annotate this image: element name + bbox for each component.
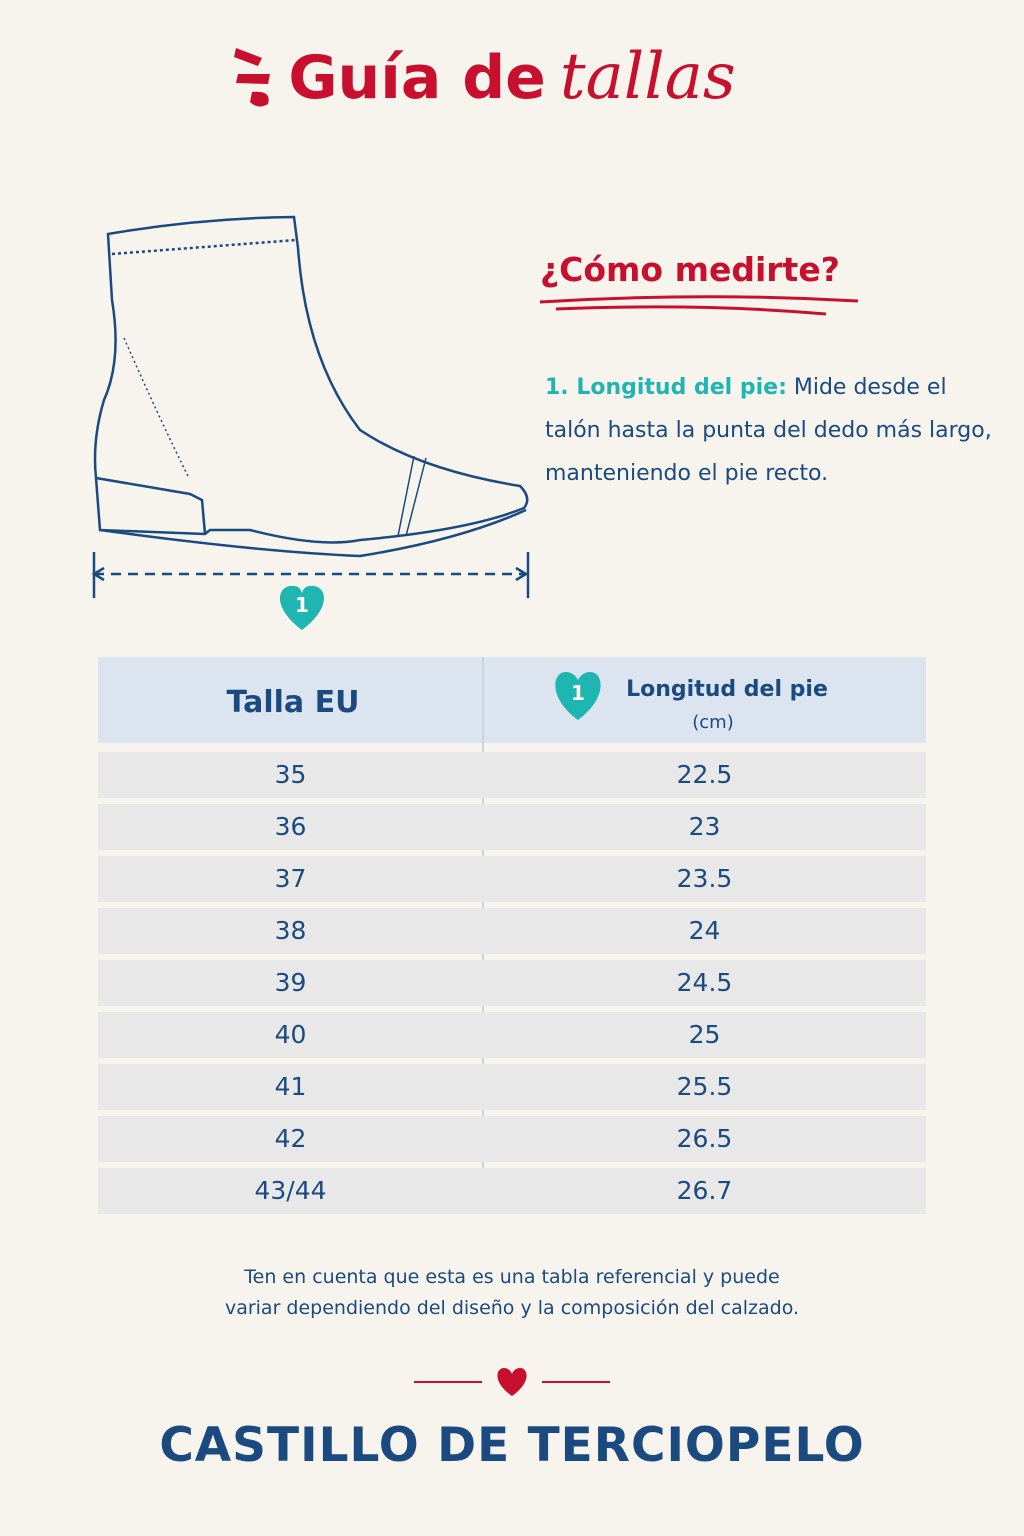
underline bbox=[539, 295, 859, 316]
header-length: Longitud del pie bbox=[626, 677, 828, 702]
table-cell: 25.5 bbox=[676, 1072, 733, 1101]
table-row bbox=[98, 960, 926, 1006]
table-cell: 41 bbox=[274, 1072, 307, 1101]
table-cell: 22.5 bbox=[676, 760, 733, 789]
table-cell: 42 bbox=[274, 1124, 307, 1153]
marker-text: 1 bbox=[295, 593, 309, 617]
note-line: variar dependiendo del diseño y la compo… bbox=[224, 1297, 800, 1319]
table-cell: 25 bbox=[688, 1020, 721, 1049]
table-cell: 26.5 bbox=[676, 1124, 733, 1153]
title: Guía de tallas bbox=[0, 40, 1024, 114]
table-row bbox=[98, 1168, 926, 1214]
boot-drawing bbox=[91, 215, 530, 598]
table-row bbox=[98, 908, 926, 954]
table-cell: 43/44 bbox=[254, 1176, 327, 1205]
marker-text: 1 bbox=[571, 681, 585, 705]
table-cell: 24 bbox=[688, 916, 721, 945]
brand: CASTILLO DE TERCIOPELO bbox=[159, 1418, 865, 1473]
table-cell: 38 bbox=[274, 916, 307, 945]
note: Ten en cuenta que esta es una tabla refe… bbox=[0, 1262, 1024, 1324]
table-cell: 40 bbox=[274, 1020, 307, 1049]
step-text: Mide desde el talón hasta la punta del d… bbox=[545, 375, 992, 486]
header-unit: (cm) bbox=[692, 712, 733, 733]
table-header-bg bbox=[98, 657, 926, 743]
table-row bbox=[98, 1116, 926, 1162]
table-row bbox=[98, 856, 926, 902]
table-cell: 23.5 bbox=[676, 864, 733, 893]
heart-marker bbox=[280, 585, 324, 630]
table-cell: 37 bbox=[274, 864, 307, 893]
header-size: Talla EU bbox=[227, 685, 360, 720]
table-row bbox=[98, 1012, 926, 1058]
table-cell: 35 bbox=[274, 760, 307, 789]
heart-marker bbox=[555, 672, 601, 720]
table-cell: 24.5 bbox=[676, 968, 733, 997]
table-row bbox=[98, 1064, 926, 1110]
table-row bbox=[98, 804, 926, 850]
how-to-heading: ¿Cómo medirte? bbox=[540, 250, 840, 289]
heart bbox=[497, 1368, 527, 1396]
step-label: 1. Longitud del pie: bbox=[545, 375, 787, 400]
table-cell: 26.7 bbox=[676, 1176, 733, 1205]
table-cell: 23 bbox=[688, 812, 721, 841]
how-to-step: 1. Longitud del pie: Mide desde el talón… bbox=[545, 366, 995, 495]
title-main: Guía de bbox=[288, 43, 546, 113]
table-row bbox=[98, 752, 926, 798]
logo bbox=[234, 48, 270, 107]
title-accent: tallas bbox=[559, 40, 736, 114]
table-cell: 39 bbox=[274, 968, 307, 997]
note-line: Ten en cuenta que esta es una tabla refe… bbox=[244, 1266, 780, 1288]
table-cell: 36 bbox=[274, 812, 307, 841]
